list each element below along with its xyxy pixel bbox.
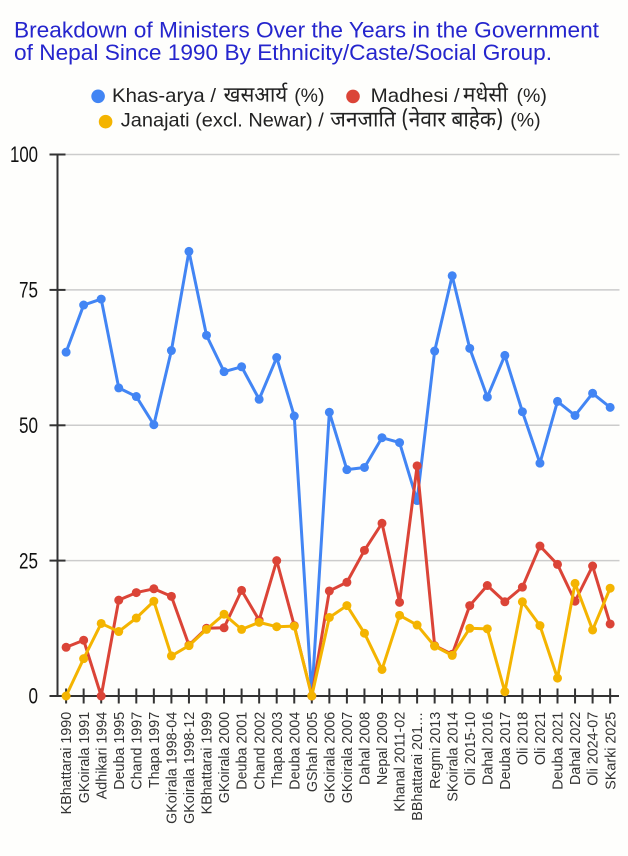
svg-text:BBhattarai 201…: BBhattarai 201… bbox=[410, 712, 426, 821]
svg-text:Thapa 2003: Thapa 2003 bbox=[270, 712, 286, 788]
svg-text:Khanal 2011-02: Khanal 2011-02 bbox=[393, 712, 409, 812]
svg-text:Adhikari 1994: Adhikari 1994 bbox=[94, 712, 110, 799]
svg-text:Deuba 1995: Deuba 1995 bbox=[112, 712, 128, 790]
svg-text:100: 100 bbox=[10, 142, 38, 167]
svg-text:Deuba 2017: Deuba 2017 bbox=[498, 712, 514, 790]
svg-text:KBhattarai 1990: KBhattarai 1990 bbox=[59, 712, 75, 815]
svg-text:75: 75 bbox=[19, 278, 38, 303]
svg-text:Deuba 2004: Deuba 2004 bbox=[287, 712, 303, 790]
svg-text:Madhesi /: Madhesi / bbox=[371, 85, 461, 107]
svg-text:SKarki 2025: SKarki 2025 bbox=[603, 712, 619, 790]
svg-text:GKoirala 1998-12: GKoirala 1998-12 bbox=[182, 712, 198, 824]
svg-text:Deuba 2001: Deuba 2001 bbox=[235, 712, 251, 790]
svg-text:0: 0 bbox=[29, 684, 39, 709]
svg-text:25: 25 bbox=[19, 548, 38, 573]
svg-text:Deuba 2021: Deuba 2021 bbox=[551, 712, 567, 790]
svg-text:(%): (%) bbox=[294, 85, 324, 107]
svg-text:GKoirala 1991: GKoirala 1991 bbox=[77, 712, 93, 803]
svg-text:Khas-arya /: Khas-arya / bbox=[112, 85, 217, 107]
svg-text:Oli 2021: Oli 2021 bbox=[533, 712, 549, 765]
svg-text:GKoirala 2007: GKoirala 2007 bbox=[340, 712, 356, 803]
svg-text:Oli 2015-10: Oli 2015-10 bbox=[463, 712, 479, 786]
svg-text:KBhattarai 1999: KBhattarai 1999 bbox=[200, 712, 216, 815]
svg-text:(%): (%) bbox=[517, 85, 547, 107]
svg-text:Dahal 2022: Dahal 2022 bbox=[568, 712, 584, 785]
svg-text:Dahal 2016: Dahal 2016 bbox=[480, 712, 496, 785]
svg-text:Janajati (excl. Newar) /: Janajati (excl. Newar) / bbox=[121, 110, 325, 132]
svg-text:Chand 2002: Chand 2002 bbox=[252, 712, 268, 790]
svg-text:GShah 2005: GShah 2005 bbox=[305, 712, 321, 792]
svg-text:Oli 2018: Oli 2018 bbox=[516, 712, 532, 765]
svg-text:Chand 1997: Chand 1997 bbox=[129, 712, 145, 790]
svg-text:GKoirala 1998-04: GKoirala 1998-04 bbox=[165, 712, 181, 824]
svg-text:Breakdown of Ministers Over th: Breakdown of Ministers Over the Years in… bbox=[14, 18, 600, 43]
svg-text:GKoirala 2006: GKoirala 2006 bbox=[322, 712, 338, 803]
svg-text:(%): (%) bbox=[510, 110, 540, 132]
svg-text:Thapa 1997: Thapa 1997 bbox=[147, 712, 163, 788]
svg-text:Nepal 2009: Nepal 2009 bbox=[375, 712, 391, 785]
svg-text:Regmi 2013: Regmi 2013 bbox=[428, 712, 444, 789]
svg-text:50: 50 bbox=[19, 413, 38, 438]
svg-text:Oli 2024-07: Oli 2024-07 bbox=[586, 712, 602, 786]
svg-text:Dahal 2008: Dahal 2008 bbox=[358, 712, 374, 785]
svg-text:GKoirala 2000: GKoirala 2000 bbox=[217, 712, 233, 803]
svg-text:SKoirala 2014: SKoirala 2014 bbox=[445, 712, 461, 802]
svg-text:of Nepal Since 1990 By Ethnici: of Nepal Since 1990 By Ethnicity/Caste/S… bbox=[14, 40, 552, 65]
